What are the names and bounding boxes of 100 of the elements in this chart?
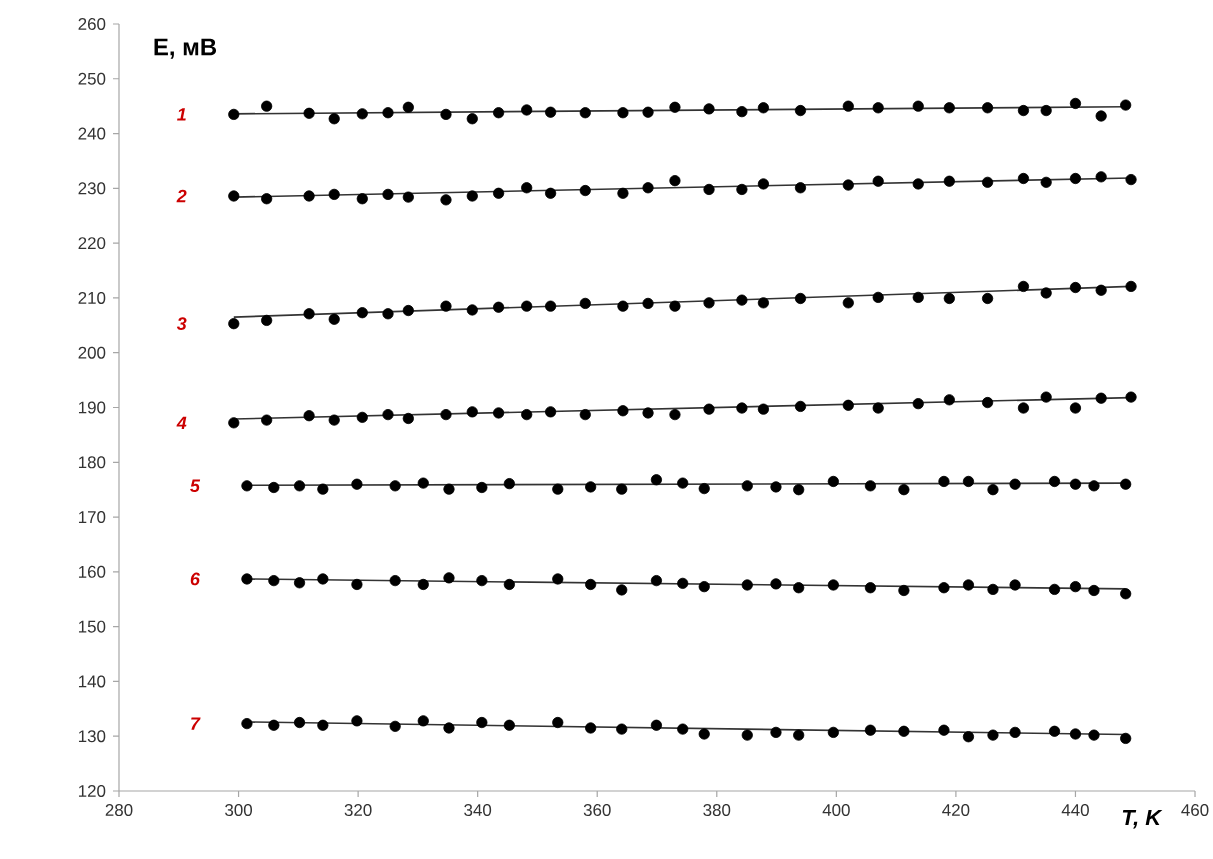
point [842,297,854,309]
point [757,297,770,309]
x-tick-label: 400 [822,804,850,817]
point [1088,729,1100,741]
point [981,102,994,114]
point [476,716,488,729]
point [466,406,478,418]
point [938,582,950,594]
point [1069,581,1082,593]
point [440,409,452,421]
point [669,409,681,421]
point [552,716,564,729]
point [503,578,515,591]
point [317,719,329,731]
point [650,474,663,486]
point [669,300,681,312]
point [872,175,884,187]
text: 1 [177,108,186,121]
point [241,718,253,730]
point [261,414,273,426]
point [794,292,807,305]
y-tick-label: 250 [78,72,106,85]
point [293,716,306,729]
y-tick-label: 170 [78,511,106,524]
point [579,184,591,197]
point [1009,726,1021,738]
point [382,107,394,119]
point [827,726,839,738]
point [698,728,710,740]
point [261,314,273,326]
point [962,579,975,591]
point [585,481,597,493]
point [962,475,975,488]
point [382,409,394,421]
point [328,313,340,325]
point [1009,478,1021,490]
point [493,187,505,199]
text: 2 [176,189,187,203]
point [293,480,306,492]
point [521,409,533,421]
point [261,100,273,112]
point [1048,583,1061,595]
point [552,483,564,495]
point [842,399,854,411]
point [317,573,329,585]
point [1017,172,1030,185]
point [736,402,748,414]
point [757,102,770,114]
point [466,304,478,316]
point [228,318,240,330]
point [351,478,363,490]
y-tick-label: 180 [78,456,106,469]
point [770,578,782,590]
point [440,108,452,120]
point [898,725,910,737]
y-tick-label: 230 [78,182,106,195]
point [757,403,770,415]
point [241,573,253,585]
x-tick-label: 360 [583,804,611,817]
point [943,394,955,406]
point [328,188,340,200]
x-axis-title: T, K [1122,810,1163,829]
point [793,582,805,594]
point [981,292,994,305]
point [545,187,557,199]
point [356,193,368,205]
point [493,301,505,313]
y-tick-label: 220 [78,237,106,250]
point [1009,579,1021,591]
point [703,103,715,115]
point [1040,287,1052,299]
point [794,182,807,194]
point [794,400,807,412]
point [1095,284,1107,296]
point [521,300,533,312]
point [443,483,455,495]
point [703,183,715,196]
point [503,478,515,490]
point [303,107,315,119]
x-tick-label: 440 [1061,804,1089,817]
point [356,108,368,120]
point [864,480,877,492]
point [389,575,401,587]
point [827,475,839,488]
point [981,176,994,188]
point [268,481,280,494]
point [466,113,478,125]
point [579,409,591,421]
point [293,577,306,589]
y-tick-label: 260 [78,18,106,30]
point [943,292,955,305]
y-axis-title: E, мВ [154,38,217,59]
point [1040,176,1052,188]
point [585,578,597,591]
point [642,297,654,309]
point [864,724,877,736]
point [382,308,394,320]
point [617,405,629,417]
point [552,573,564,585]
point [466,190,478,202]
